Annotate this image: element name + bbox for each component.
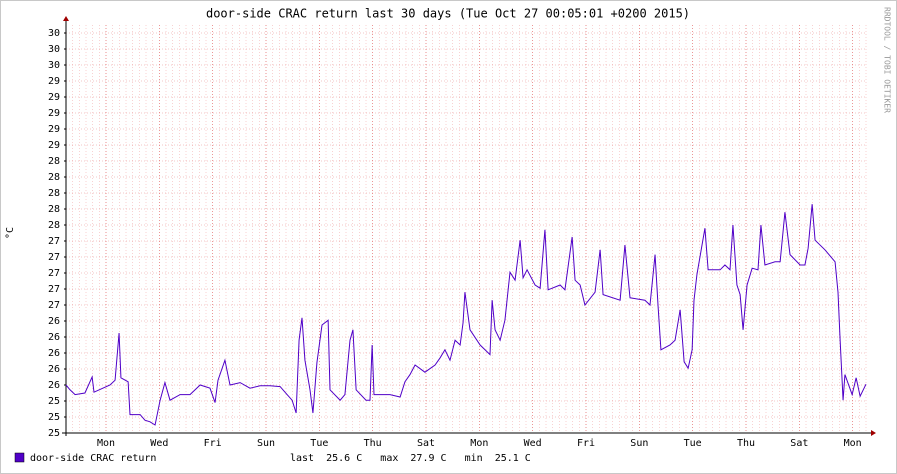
plot [65, 204, 867, 426]
watermark: RRDTOOL / TOBI OETIKER [883, 7, 892, 113]
y-tick-label: 29 [48, 92, 60, 103]
axis-arrow [63, 16, 69, 21]
y-tick-label: 30 [48, 60, 60, 71]
x-tick-label: Sat [417, 438, 435, 449]
y-tick-label: 28 [48, 156, 60, 167]
y-tick-label: 26 [48, 348, 60, 359]
y-axis-label: °C [5, 227, 16, 239]
y-tick-label: 29 [48, 140, 60, 151]
y-tick-label: 27 [48, 284, 60, 295]
y-tick-label: 27 [48, 236, 60, 247]
y-tick-label: 26 [48, 332, 60, 343]
y-tick-label: 25 [48, 428, 60, 439]
legend-stats: last 25.6 C max 27.9 C min 25.1 C [290, 453, 531, 464]
y-tick-label: 28 [48, 220, 60, 231]
y-tick-label: 27 [48, 268, 60, 279]
chart-title: door-side CRAC return last 30 days (Tue … [206, 7, 690, 21]
y-tick-label: 28 [48, 188, 60, 199]
y-tick-label: 27 [48, 252, 60, 263]
axis-arrow [871, 430, 876, 436]
legend-swatch [14, 452, 25, 463]
x-tick-label: Fri [577, 438, 595, 449]
y-tick-label: 25 [48, 396, 60, 407]
x-tick-label: Mon [844, 438, 862, 449]
x-tick-label: Tue [684, 438, 702, 449]
y-tick-label: 29 [48, 124, 60, 135]
x-tick-label: Tue [310, 438, 328, 449]
y-tick-label: 26 [48, 316, 60, 327]
x-tick-label: Sun [257, 438, 275, 449]
x-tick-label: Mon [470, 438, 488, 449]
y-tick-label: 27 [48, 300, 60, 311]
y-tick-label: 28 [48, 204, 60, 215]
y-tick-label: 29 [48, 76, 60, 87]
x-tick-label: Thu [737, 438, 755, 449]
line [65, 204, 867, 426]
y-tick-label: 30 [48, 28, 60, 39]
x-tick-label: Sat [790, 438, 808, 449]
x-tick-label: Fri [204, 438, 222, 449]
y-tick-label: 30 [48, 44, 60, 55]
y-tick-label: 26 [48, 380, 60, 391]
x-tick-label: Mon [97, 438, 115, 449]
y-tick-label: 26 [48, 364, 60, 375]
y-tick-label: 25 [48, 412, 60, 423]
legend-label: door-side CRAC return [30, 453, 156, 464]
y-tick-label: 29 [48, 108, 60, 119]
x-tick-label: Wed [150, 438, 168, 449]
x-tick-label: Wed [524, 438, 542, 449]
x-tick-label: Sun [630, 438, 648, 449]
grid: 25 25 25 26 26 26 26 26 27 27 27 27 27 28 28 28 28 28 29 29… [48, 16, 876, 449]
x-tick-label: Thu [364, 438, 382, 449]
y-tick-label: 28 [48, 172, 60, 183]
